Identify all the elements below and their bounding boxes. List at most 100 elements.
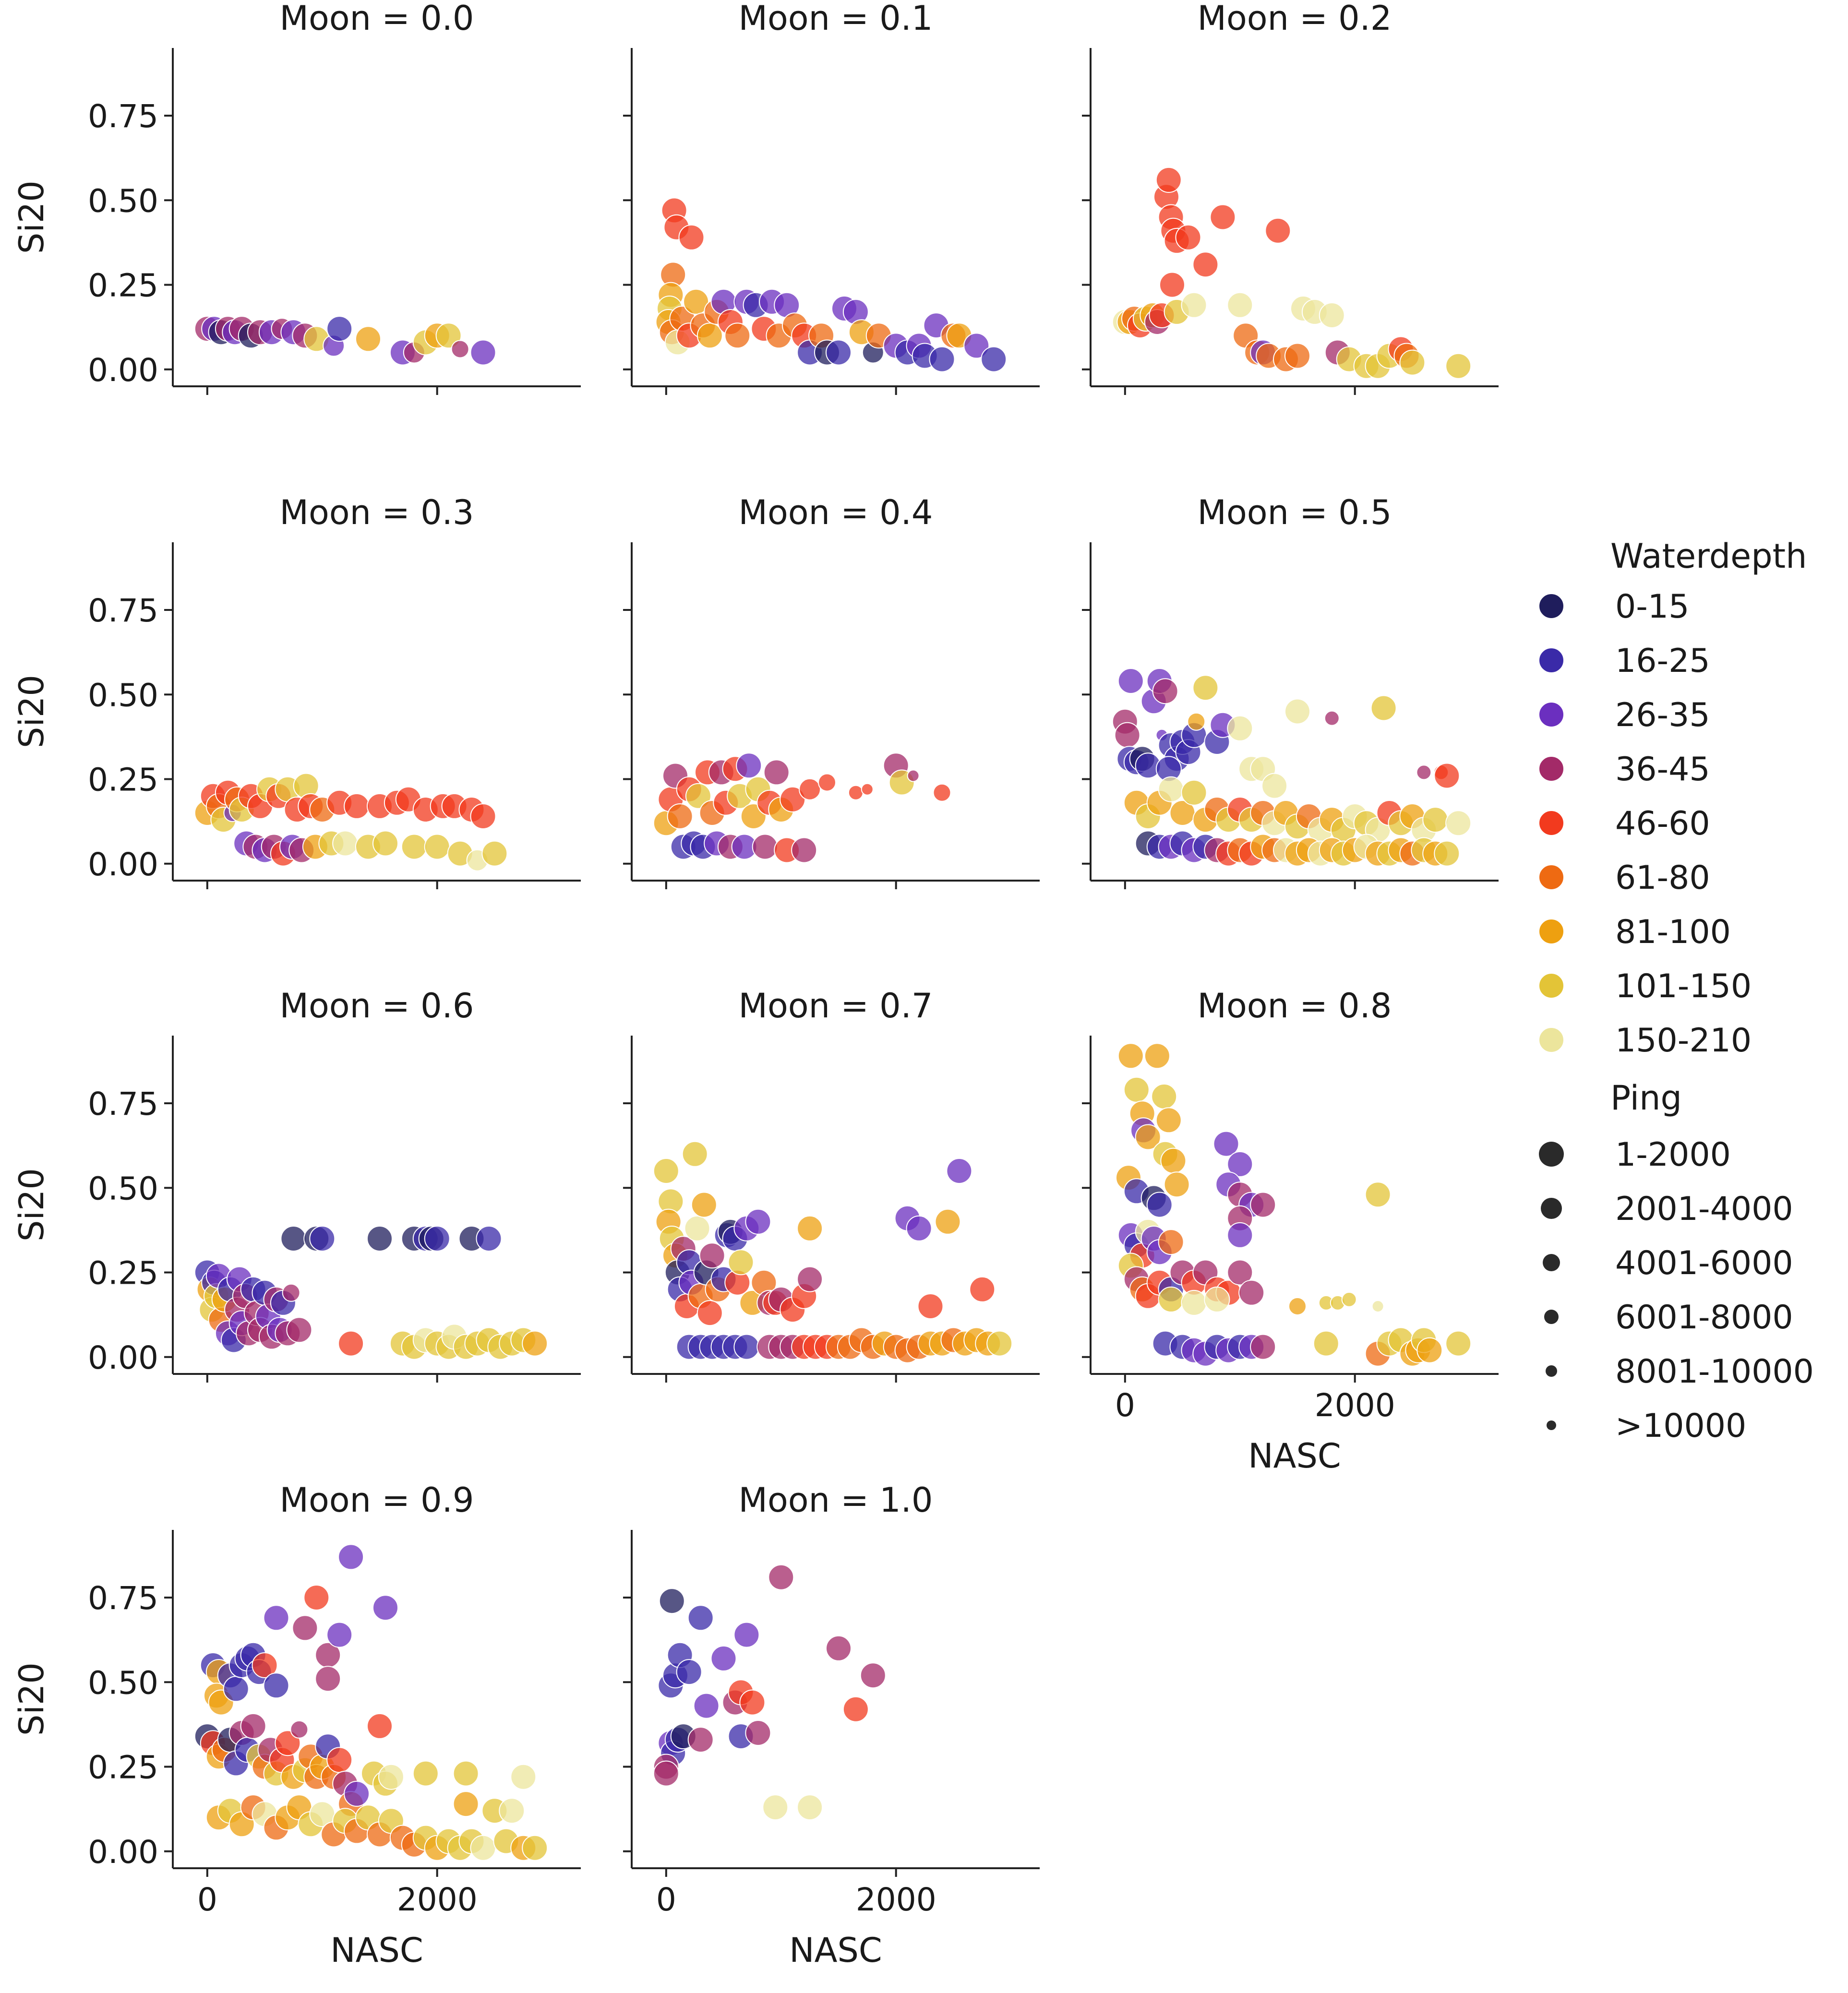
- legend-hue-item: 81-100: [1538, 913, 1731, 951]
- y-tick-label: 0.50: [88, 1170, 158, 1207]
- data-point: [326, 1622, 353, 1648]
- scatter-points: [653, 1141, 1013, 1363]
- data-point: [1152, 678, 1178, 704]
- facet-panel: Moon = 1.0 0 2000 NASC: [623, 1480, 1040, 1970]
- data-point: [424, 1226, 450, 1252]
- legend-hue-marker: [1538, 593, 1564, 619]
- data-point: [1187, 712, 1206, 731]
- data-point: [315, 1666, 341, 1692]
- data-point: [907, 769, 920, 782]
- data-point: [338, 1330, 364, 1357]
- x-tick-label: 2000: [1315, 1387, 1395, 1424]
- y-tick-label: 0.75: [88, 1580, 158, 1617]
- data-point: [933, 783, 951, 802]
- data-point: [470, 1835, 496, 1861]
- scatter-points: [653, 752, 951, 863]
- data-point: [286, 1317, 312, 1343]
- data-point: [424, 834, 450, 860]
- x-tick-label: 0: [1115, 1387, 1135, 1424]
- data-point: [724, 322, 751, 349]
- data-point: [653, 1760, 679, 1787]
- data-point: [1117, 1043, 1144, 1069]
- data-point: [917, 1293, 944, 1319]
- y-tick-label: 0.00: [88, 1339, 158, 1376]
- data-point: [1422, 807, 1449, 833]
- y-axis-label: Si20: [12, 1168, 51, 1241]
- legend: Waterdepth 0-15 16-25 26-35 36-45 46-60 61-80…: [1538, 537, 1814, 1445]
- data-point: [963, 333, 990, 359]
- data-point: [763, 759, 790, 786]
- legend-size-item: >10000: [1547, 1407, 1746, 1445]
- data-point: [263, 1605, 289, 1631]
- data-point: [326, 316, 353, 342]
- data-point: [733, 1622, 760, 1648]
- data-point: [1144, 1043, 1170, 1069]
- y-axis-label: Si20: [12, 1662, 51, 1736]
- data-point: [1416, 764, 1432, 780]
- data-point: [780, 786, 806, 812]
- legend-size-marker: [1547, 1420, 1556, 1430]
- legend-hue-item: 16-25: [1538, 642, 1710, 680]
- data-point: [223, 1676, 249, 1702]
- legend-hue-marker: [1538, 973, 1564, 999]
- data-point: [659, 1588, 685, 1614]
- data-point: [470, 803, 496, 829]
- facet-title: Moon = 0.7: [739, 986, 933, 1026]
- scatter-points: [194, 773, 508, 871]
- legend-hue-label: 36-45: [1615, 751, 1710, 788]
- data-point: [499, 1798, 525, 1824]
- facet-title: Moon = 0.1: [739, 0, 933, 38]
- data-point: [522, 1330, 548, 1357]
- legend-hue-marker: [1538, 864, 1564, 890]
- legend-size-title: Ping: [1610, 1078, 1682, 1118]
- legend-size-item: 4001-6000: [1543, 1244, 1793, 1282]
- legend-size-marker: [1544, 1310, 1559, 1324]
- facet-panel: Moon = 0.1: [623, 0, 1040, 395]
- legend-hue-label: 16-25: [1615, 642, 1710, 680]
- legend-size-item: 6001-8000: [1544, 1299, 1793, 1337]
- data-point: [367, 1713, 393, 1739]
- data-point: [1399, 349, 1426, 376]
- data-point: [1261, 773, 1288, 799]
- data-point: [1434, 840, 1460, 867]
- data-point: [1159, 272, 1185, 298]
- x-axis-label: NASC: [789, 1931, 882, 1970]
- legend-hue-marker: [1538, 1027, 1564, 1053]
- legend-size-marker: [1543, 1254, 1560, 1271]
- data-point: [728, 1249, 754, 1276]
- legend-size-marker: [1539, 1142, 1564, 1167]
- data-point: [736, 752, 762, 779]
- data-point: [1155, 167, 1182, 193]
- x-axis-label: NASC: [1248, 1436, 1341, 1476]
- data-point: [1192, 251, 1219, 278]
- data-point: [522, 1835, 548, 1861]
- facet-panel: Moon = 0.0 0.00 0.25 0.50 0.75 Si20: [12, 0, 581, 395]
- data-point: [344, 793, 370, 819]
- y-tick-label: 0.50: [88, 182, 158, 219]
- data-point: [929, 346, 955, 372]
- data-point: [710, 1645, 737, 1671]
- x-tick-label: 2000: [856, 1881, 936, 1918]
- data-point: [412, 1760, 439, 1787]
- data-point: [451, 340, 469, 358]
- data-point: [797, 1794, 823, 1821]
- data-point: [1181, 1289, 1207, 1316]
- scatter-points: [194, 316, 496, 366]
- data-point: [791, 837, 817, 863]
- legend-hue-label: 101-150: [1615, 967, 1752, 1005]
- legend-hue-marker: [1538, 756, 1564, 782]
- data-point: [367, 1226, 393, 1252]
- facet-panels: Moon = 0.0 0.00 0.25 0.50 0.75 Si20 Moon = 0.1…: [12, 0, 1499, 1970]
- data-point: [1434, 763, 1460, 789]
- data-point: [818, 773, 836, 792]
- data-point: [762, 1794, 789, 1821]
- data-point: [1313, 1330, 1339, 1357]
- legend-size-marker: [1541, 1198, 1562, 1219]
- y-tick-label: 0.00: [88, 1834, 158, 1871]
- data-point: [699, 1242, 725, 1269]
- legend-hue-marker: [1538, 702, 1564, 728]
- legend-size-item: 1-2000: [1539, 1136, 1731, 1174]
- scatter-points: [194, 1226, 548, 1360]
- legend-hue-marker: [1538, 919, 1564, 944]
- data-point: [986, 1330, 1013, 1357]
